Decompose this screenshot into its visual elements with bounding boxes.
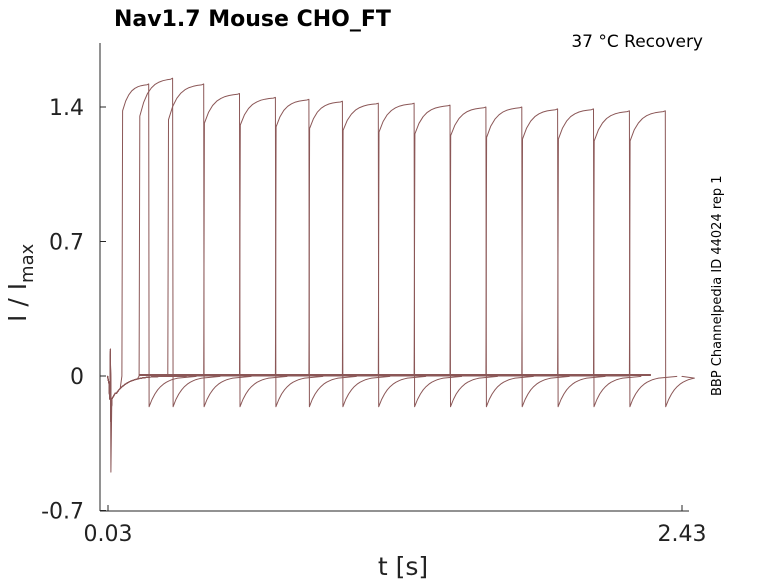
y-axis-label: I / Imax bbox=[3, 243, 38, 322]
y-ticks: -0.7 0 0.7 1.4 bbox=[41, 96, 106, 525]
trace-line bbox=[107, 93, 288, 423]
y-axis-label-subscript: max bbox=[17, 243, 38, 283]
trace-line bbox=[107, 98, 357, 423]
x-tick-label: 0.03 bbox=[84, 522, 133, 547]
chart-title: Nav1.7 Mouse CHO_FT bbox=[114, 7, 391, 32]
y-tick-label: 0.7 bbox=[49, 231, 84, 256]
x-axis-label: t [s] bbox=[378, 552, 428, 581]
x-ticks: 0.03 2.43 bbox=[84, 505, 707, 547]
y-tick-label: 0 bbox=[70, 365, 84, 390]
trace-line bbox=[107, 83, 197, 473]
condition-annotation: 37 °C Recovery bbox=[571, 32, 703, 52]
current-traces bbox=[107, 77, 695, 473]
y-tick-label: 1.4 bbox=[49, 96, 84, 121]
y-tick-label: -0.7 bbox=[41, 500, 84, 525]
trace-line bbox=[107, 102, 463, 423]
y-axis-label-main: I / I bbox=[3, 283, 32, 322]
x-tick-label: 2.43 bbox=[658, 522, 707, 547]
source-id-label: BBP Channelpedia ID 44024 rep 1 bbox=[710, 175, 725, 396]
trace-line bbox=[107, 100, 391, 423]
trace-line bbox=[107, 83, 252, 423]
